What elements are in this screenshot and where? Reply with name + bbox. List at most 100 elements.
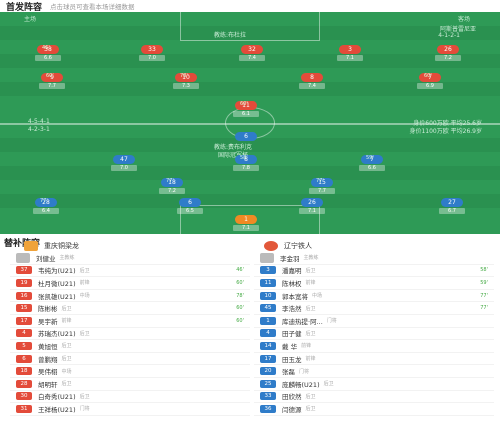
home-player[interactable]: 32 7.4 [222, 45, 282, 61]
coach-top: 教练:布杜拉 [214, 32, 247, 39]
player-rating: 7.2 [159, 188, 185, 194]
sub-row[interactable]: 20 张磊 门将 [254, 365, 494, 378]
sub-row[interactable]: 30 白奇秀(U21) 后卫 [10, 391, 250, 404]
sub-number: 14 [260, 341, 276, 350]
away-player[interactable]: 7 6.6 59' [342, 155, 402, 171]
sub-position: 中场 [312, 293, 323, 300]
sub-position: 后卫 [305, 305, 316, 312]
away-coach-row[interactable]: 李金羽 主教练 [254, 252, 494, 265]
sub-row[interactable]: 4 田子健 后卫 [254, 328, 494, 341]
player-number-badge: 27 [441, 198, 463, 207]
home-coach-row[interactable]: 刘健业 主教练 [10, 252, 250, 265]
player-rating: 6.5 [177, 208, 203, 214]
sub-row[interactable]: 36 闫德源 后卫 [254, 403, 494, 416]
away-goalkeeper[interactable]: 1 7.1 [216, 215, 276, 231]
sub-row[interactable]: 6 曾鹏翔 后卫 [10, 353, 250, 366]
sub-name: 黄旭恒 [38, 342, 58, 351]
away-player[interactable]: 28 6.4 77' [16, 198, 76, 214]
sub-name: 郭本宽将 [282, 292, 308, 301]
lineup-subtitle: 点击球员可查看本场详细数据 [50, 3, 135, 11]
sub-name: 张凯雄(U21) [38, 292, 76, 301]
home-player[interactable]: 7 6.9 60' [400, 73, 460, 89]
player-number-badge: 15 [311, 178, 333, 187]
player-rating: 7.7 [309, 188, 335, 194]
away-player[interactable]: 6 6.5 [160, 198, 220, 214]
sub-row[interactable]: 3 潘嘉明 后卫 58' [254, 265, 494, 278]
home-team-header: 重庆铜梁龙 [24, 241, 79, 251]
pitch-band [0, 26, 500, 40]
home-player[interactable]: 8 7.4 [282, 73, 342, 89]
sub-name: 王祥杨(U21) [38, 405, 76, 414]
mid-label: 国际冠军杯 [218, 152, 249, 159]
sub-row[interactable]: 33 田欣然 后卫 [254, 391, 494, 404]
sub-event: 58' [240, 155, 248, 161]
sub-number: 5 [16, 341, 32, 350]
sub-number: 18 [16, 367, 32, 376]
sub-position: 门将 [299, 368, 310, 375]
sub-row[interactable]: 4 苏瑞杰(U21) 后卫 [10, 328, 250, 341]
away-team-header: 辽宁铁人 [264, 241, 312, 251]
sub-name: 田子健 [282, 330, 302, 339]
sub-event: 77' [316, 178, 324, 184]
away-player[interactable]: 27 6.7 [422, 198, 482, 214]
player-rating: 7.4 [299, 83, 325, 89]
home-team-name: 重庆铜梁龙 [44, 242, 79, 250]
sub-row[interactable]: 18 吴伟栩 中场 [10, 365, 250, 378]
player-rating: 7.2 [435, 55, 461, 61]
sub-row[interactable]: 25 庞麟畅(U21) 后卫 [254, 378, 494, 391]
sub-event: 60' [424, 73, 432, 79]
sub-position: 后卫 [79, 267, 90, 274]
sub-row[interactable]: 10 郭本宽将 中场 77' [254, 290, 494, 303]
sub-row[interactable]: 17 吴宇新 前锋 60' [10, 315, 250, 328]
sub-event: 60' [236, 305, 244, 312]
sub-position: 前锋 [305, 356, 316, 363]
home-player[interactable]: 9 7.7 60' [22, 73, 82, 89]
sub-row[interactable]: 45 李浩然 后卫 77' [254, 302, 494, 315]
player-rating: 7.1 [299, 208, 325, 214]
sub-position: 门将 [326, 318, 337, 325]
player-number-badge: 7 [419, 73, 441, 82]
player-number-badge: 8 [235, 155, 257, 164]
sub-row[interactable]: 37 韦纯为(U21) 后卫 46' [10, 265, 250, 278]
sub-name: 库迪热提·阿... [282, 317, 323, 326]
sub-event: 60' [240, 101, 248, 107]
sub-row[interactable]: 1 库迪热提·阿... 门将 [254, 315, 494, 328]
away-player[interactable]: 15 7.7 77' [292, 178, 352, 194]
sub-row[interactable]: 17 田玉龙 前锋 [254, 353, 494, 366]
player-number-badge: 26 [437, 45, 459, 54]
away-player[interactable]: 18 7.2 77' [142, 178, 202, 194]
sub-number: 15 [16, 304, 32, 313]
home-player[interactable]: 3 7.1 [320, 45, 380, 61]
sub-row[interactable]: 11 陈林权 前锋 59' [254, 277, 494, 290]
sub-row[interactable]: 31 王祥杨(U21) 门将 [10, 403, 250, 416]
sub-row[interactable]: 5 黄旭恒 后卫 [10, 340, 250, 353]
sub-event: 60' [236, 279, 244, 286]
sub-number: 3 [260, 266, 276, 275]
home-tag: 主场 [24, 16, 37, 23]
player-rating: 7.1 [233, 225, 259, 231]
sub-row[interactable]: 14 戴 华前锋 [254, 340, 494, 353]
sub-number: 19 [16, 278, 32, 287]
home-player[interactable]: 38 6.6 46' [18, 45, 78, 61]
player-number-badge: 7 [361, 155, 383, 164]
sub-row[interactable]: 28 胡明轩 后卫 [10, 378, 250, 391]
sub-row[interactable]: 19 杜月微(U21) 前锋 60' [10, 277, 250, 290]
lineup-header: 首发阵容 点击球员可查看本场详细数据 [0, 0, 500, 13]
sub-number: 45 [260, 304, 276, 313]
sub-row[interactable]: 15 陈彬彬 后卫 60' [10, 302, 250, 315]
sub-position: 后卫 [305, 406, 316, 413]
home-player[interactable]: 33 7.0 [122, 45, 182, 61]
coach-avatar [260, 252, 274, 263]
away-player[interactable]: 47 7.0 [94, 155, 154, 171]
home-player[interactable]: 11 6.1 60' [216, 101, 276, 117]
sub-row[interactable]: 16 张凯雄(U21) 中场 78' [10, 290, 250, 303]
home-player[interactable]: 10 7.3 78' [156, 73, 216, 89]
away-player[interactable]: 26 7.1 [282, 198, 342, 214]
coach-bottom: 教练:费布利克 [214, 144, 253, 151]
coach-name: 李金羽 [280, 254, 300, 263]
home-player[interactable]: 26 7.2 [418, 45, 478, 61]
sub-name: 白奇秀(U21) [38, 393, 76, 402]
pitch-band [0, 54, 500, 68]
away-player[interactable]: 8 7.8 58' [216, 155, 276, 171]
away-player[interactable]: 6 [216, 132, 276, 141]
